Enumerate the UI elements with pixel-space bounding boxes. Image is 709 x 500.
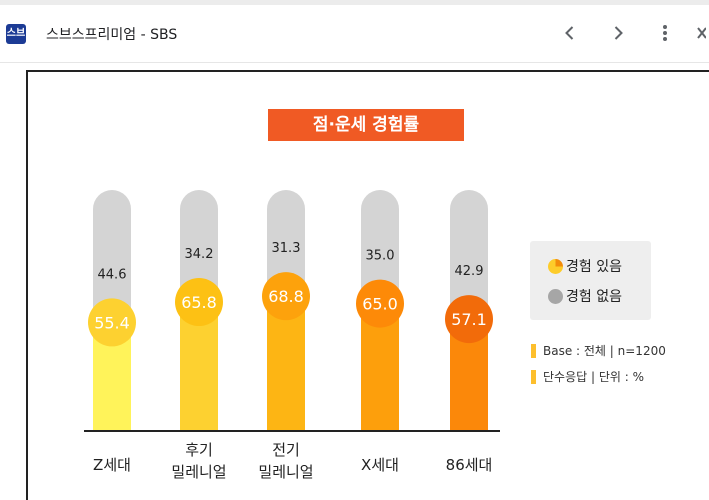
data-label-no: 42.9 <box>455 264 484 279</box>
value-circle <box>356 279 404 328</box>
note-base-text: Base : 전체 | n=1200 <box>543 344 666 358</box>
note-marker <box>531 343 536 358</box>
data-label-yes: 68.8 <box>268 287 304 306</box>
app-logo-icon: 스브 <box>6 24 26 44</box>
data-label-yes: 55.4 <box>94 313 130 332</box>
data-label-yes: 65.0 <box>362 295 398 314</box>
category-label: 밀레니얼 <box>258 463 313 481</box>
category-label: 86세대 <box>446 456 493 474</box>
category-label: 전기 <box>272 441 300 459</box>
value-circle <box>88 298 136 347</box>
data-label-no: 44.6 <box>98 267 127 282</box>
legend-item-no: 경험 없음 <box>548 286 622 306</box>
legend-item-yes: 경험 있음 <box>548 256 622 276</box>
category-label: 밀레니얼 <box>171 463 226 481</box>
note-base: Base : 전체 | n=1200 <box>531 342 666 359</box>
note-unit-text: 단수응답 | 단위 : % <box>543 370 644 384</box>
gray-dot-icon <box>548 288 563 304</box>
top-divider <box>0 0 709 5</box>
data-label-no: 34.2 <box>185 247 214 262</box>
value-circle <box>262 272 310 321</box>
close-icon <box>697 27 706 39</box>
data-label-no: 31.3 <box>272 241 301 256</box>
back-button[interactable] <box>555 18 585 48</box>
category-label: X세대 <box>361 456 399 474</box>
pie-dot-icon <box>548 258 563 274</box>
browser-titlebar: 스브 스브스프리미엄 - SBS <box>0 0 709 63</box>
data-label-yes: 57.1 <box>451 310 487 329</box>
chevron-right-icon <box>614 26 623 40</box>
chevron-left-icon <box>565 26 574 40</box>
legend: 경험 있음 경험 없음 <box>530 241 651 320</box>
legend-label-yes: 경험 있음 <box>566 259 622 275</box>
note-unit: 단수응답 | 단위 : % <box>531 368 644 385</box>
window-title: 스브스프리미엄 - SBS <box>46 27 178 43</box>
value-circle <box>175 278 223 327</box>
legend-label-no: 경험 없음 <box>566 289 622 305</box>
data-label-yes: 65.8 <box>181 293 217 312</box>
close-button[interactable] <box>694 18 709 48</box>
category-label: Z세대 <box>93 456 131 474</box>
more-vert-icon <box>663 25 667 41</box>
category-label: 후기 <box>185 441 213 459</box>
note-marker <box>531 369 536 384</box>
chart-title: 점·운세 경험률 <box>268 109 464 141</box>
forward-button[interactable] <box>603 18 633 48</box>
data-label-no: 35.0 <box>366 249 395 264</box>
more-options-button[interactable] <box>650 18 680 48</box>
value-circle <box>445 295 493 344</box>
